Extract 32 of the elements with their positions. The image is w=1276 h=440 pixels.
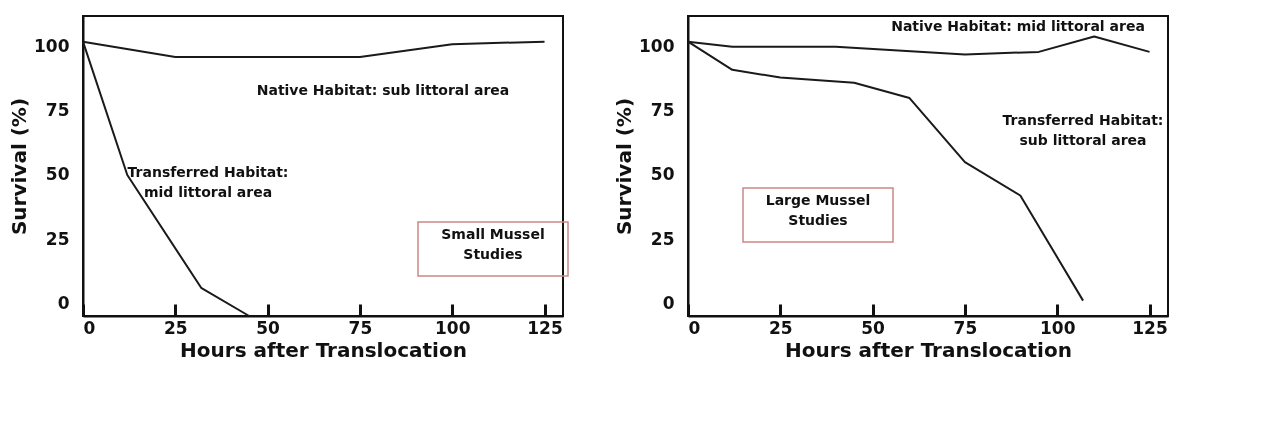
x-axis-title: Hours after Translocation (180, 337, 467, 362)
y-tick-label: 50 (45, 164, 70, 185)
x-tick-label: 25 (768, 317, 793, 338)
y-tick-label: 100 (639, 36, 675, 57)
annotation: Large Mussel Studies (765, 192, 871, 228)
annotation: Transferred Habitat: sub littoral area (1002, 112, 1164, 148)
x-tick-label: 0 (688, 317, 701, 338)
y-tick-label: 75 (650, 100, 675, 121)
y-tick-label: 25 (650, 228, 675, 249)
x-tick-label: 25 (163, 317, 188, 338)
y-axis-title: Survival (%) (7, 97, 32, 236)
x-tick-label: 125 (527, 317, 563, 338)
x-tick-label: 0 (83, 317, 96, 338)
x-tick-label: 100 (1039, 317, 1076, 338)
x-tick-label: 100 (434, 317, 471, 338)
annotation: Native Habitat: sub littoral area (256, 82, 510, 98)
annotation: Native Habitat: mid littoral area (891, 18, 1145, 34)
y-axis-title: Survival (%) (612, 97, 637, 236)
x-tick-label: 75 (953, 317, 978, 338)
y-tick-label: 0 (662, 292, 675, 313)
y-tick-label: 75 (45, 100, 70, 121)
x-tick-label: 125 (1132, 317, 1168, 338)
x-tick-label: 75 (348, 317, 373, 338)
annotation: Small Mussel Studies (441, 226, 545, 262)
y-tick-label: 50 (650, 164, 675, 185)
y-tick-label: 100 (34, 36, 70, 57)
y-tick-label: 0 (57, 292, 70, 313)
y-tick-label: 25 (45, 228, 70, 249)
x-tick-label: 50 (256, 317, 281, 338)
x-tick-label: 50 (861, 317, 886, 338)
annotation: Transferred Habitat: mid littoral area (127, 164, 289, 200)
x-axis-title: Hours after Translocation (785, 337, 1072, 362)
